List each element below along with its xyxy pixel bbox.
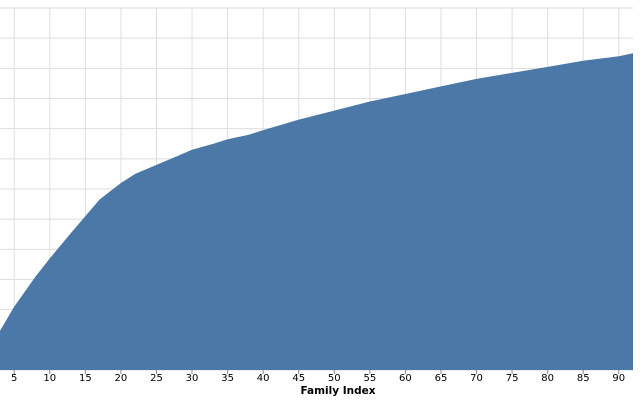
x-tick-label: 90 xyxy=(612,373,625,384)
x-tick-label: 65 xyxy=(435,373,448,384)
x-tick-label: 10 xyxy=(43,373,56,384)
x-tick-label: 5 xyxy=(11,373,17,384)
x-tick-label: 30 xyxy=(186,373,199,384)
x-tick-label: 15 xyxy=(79,373,92,384)
x-tick-label: 70 xyxy=(470,373,483,384)
x-tick-label: 80 xyxy=(541,373,554,384)
area-series xyxy=(0,53,633,370)
x-tick-label: 25 xyxy=(150,373,163,384)
x-axis-title: Family Index xyxy=(300,385,375,397)
x-tick-label: 75 xyxy=(506,373,519,384)
x-tick-label: 85 xyxy=(577,373,590,384)
x-tick-label: 20 xyxy=(115,373,128,384)
x-tick-label: 45 xyxy=(292,373,305,384)
area-layer xyxy=(0,53,633,370)
x-tick-label: 40 xyxy=(257,373,270,384)
x-tick-label: 50 xyxy=(328,373,341,384)
x-tick-label: 35 xyxy=(221,373,234,384)
x-tick-label: 55 xyxy=(363,373,376,384)
x-axis: 5 10 15 20 25 30 35 40 45 50 55 60 65 70 75 80 85 90 xyxy=(11,370,625,384)
x-tick-label: 60 xyxy=(399,373,412,384)
